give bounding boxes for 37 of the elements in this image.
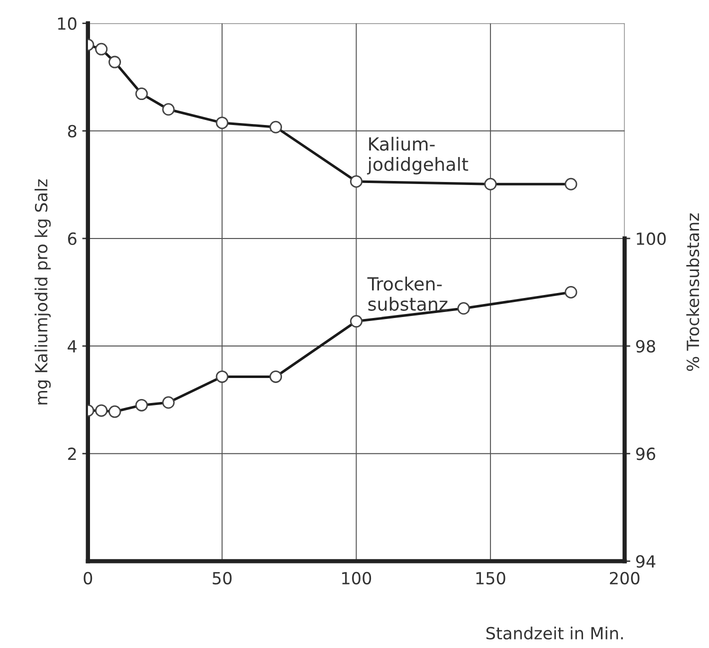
point <box>216 370 228 383</box>
x-tick-label: 100 <box>342 572 372 584</box>
series-label: Trocken- substanz <box>367 276 448 311</box>
point <box>162 396 175 409</box>
point <box>484 178 497 190</box>
point <box>564 286 578 298</box>
x-tick-label: 150 <box>476 572 506 584</box>
x-axis-title: Standzeit in Min. <box>486 626 623 640</box>
x-tick-label: 200 <box>610 572 640 584</box>
point <box>457 302 470 315</box>
point <box>108 405 121 418</box>
y2-axis-title: % Trockensubstanz <box>686 213 700 371</box>
point <box>108 56 121 68</box>
point <box>95 42 108 56</box>
point <box>270 120 282 134</box>
y-tick-label: 8 <box>68 124 76 138</box>
series-label: Kalium- jodidgehalt <box>367 136 468 175</box>
x-tick-label: 0 <box>84 572 92 584</box>
point <box>162 103 175 116</box>
y2-tick-label: 96 <box>636 448 656 460</box>
y2-tick-label: 100 <box>636 232 666 246</box>
point <box>270 370 282 383</box>
y-tick-label: 6 <box>68 232 76 246</box>
y-tick-label: 2 <box>68 448 76 460</box>
y-tick-label: 10 <box>58 17 76 30</box>
point <box>564 178 578 190</box>
point <box>135 88 148 100</box>
point <box>95 404 108 417</box>
y2-tick-label: 98 <box>636 340 656 353</box>
point <box>135 398 148 412</box>
point <box>350 175 363 188</box>
y2-tick-label: 94 <box>636 555 656 568</box>
y-axis-title: mg Kaliumjodid pro kg Salz <box>34 179 51 404</box>
x-tick-label: 50 <box>212 572 232 584</box>
y-tick-label: 4 <box>68 340 77 352</box>
point <box>350 315 363 328</box>
point <box>216 116 228 130</box>
